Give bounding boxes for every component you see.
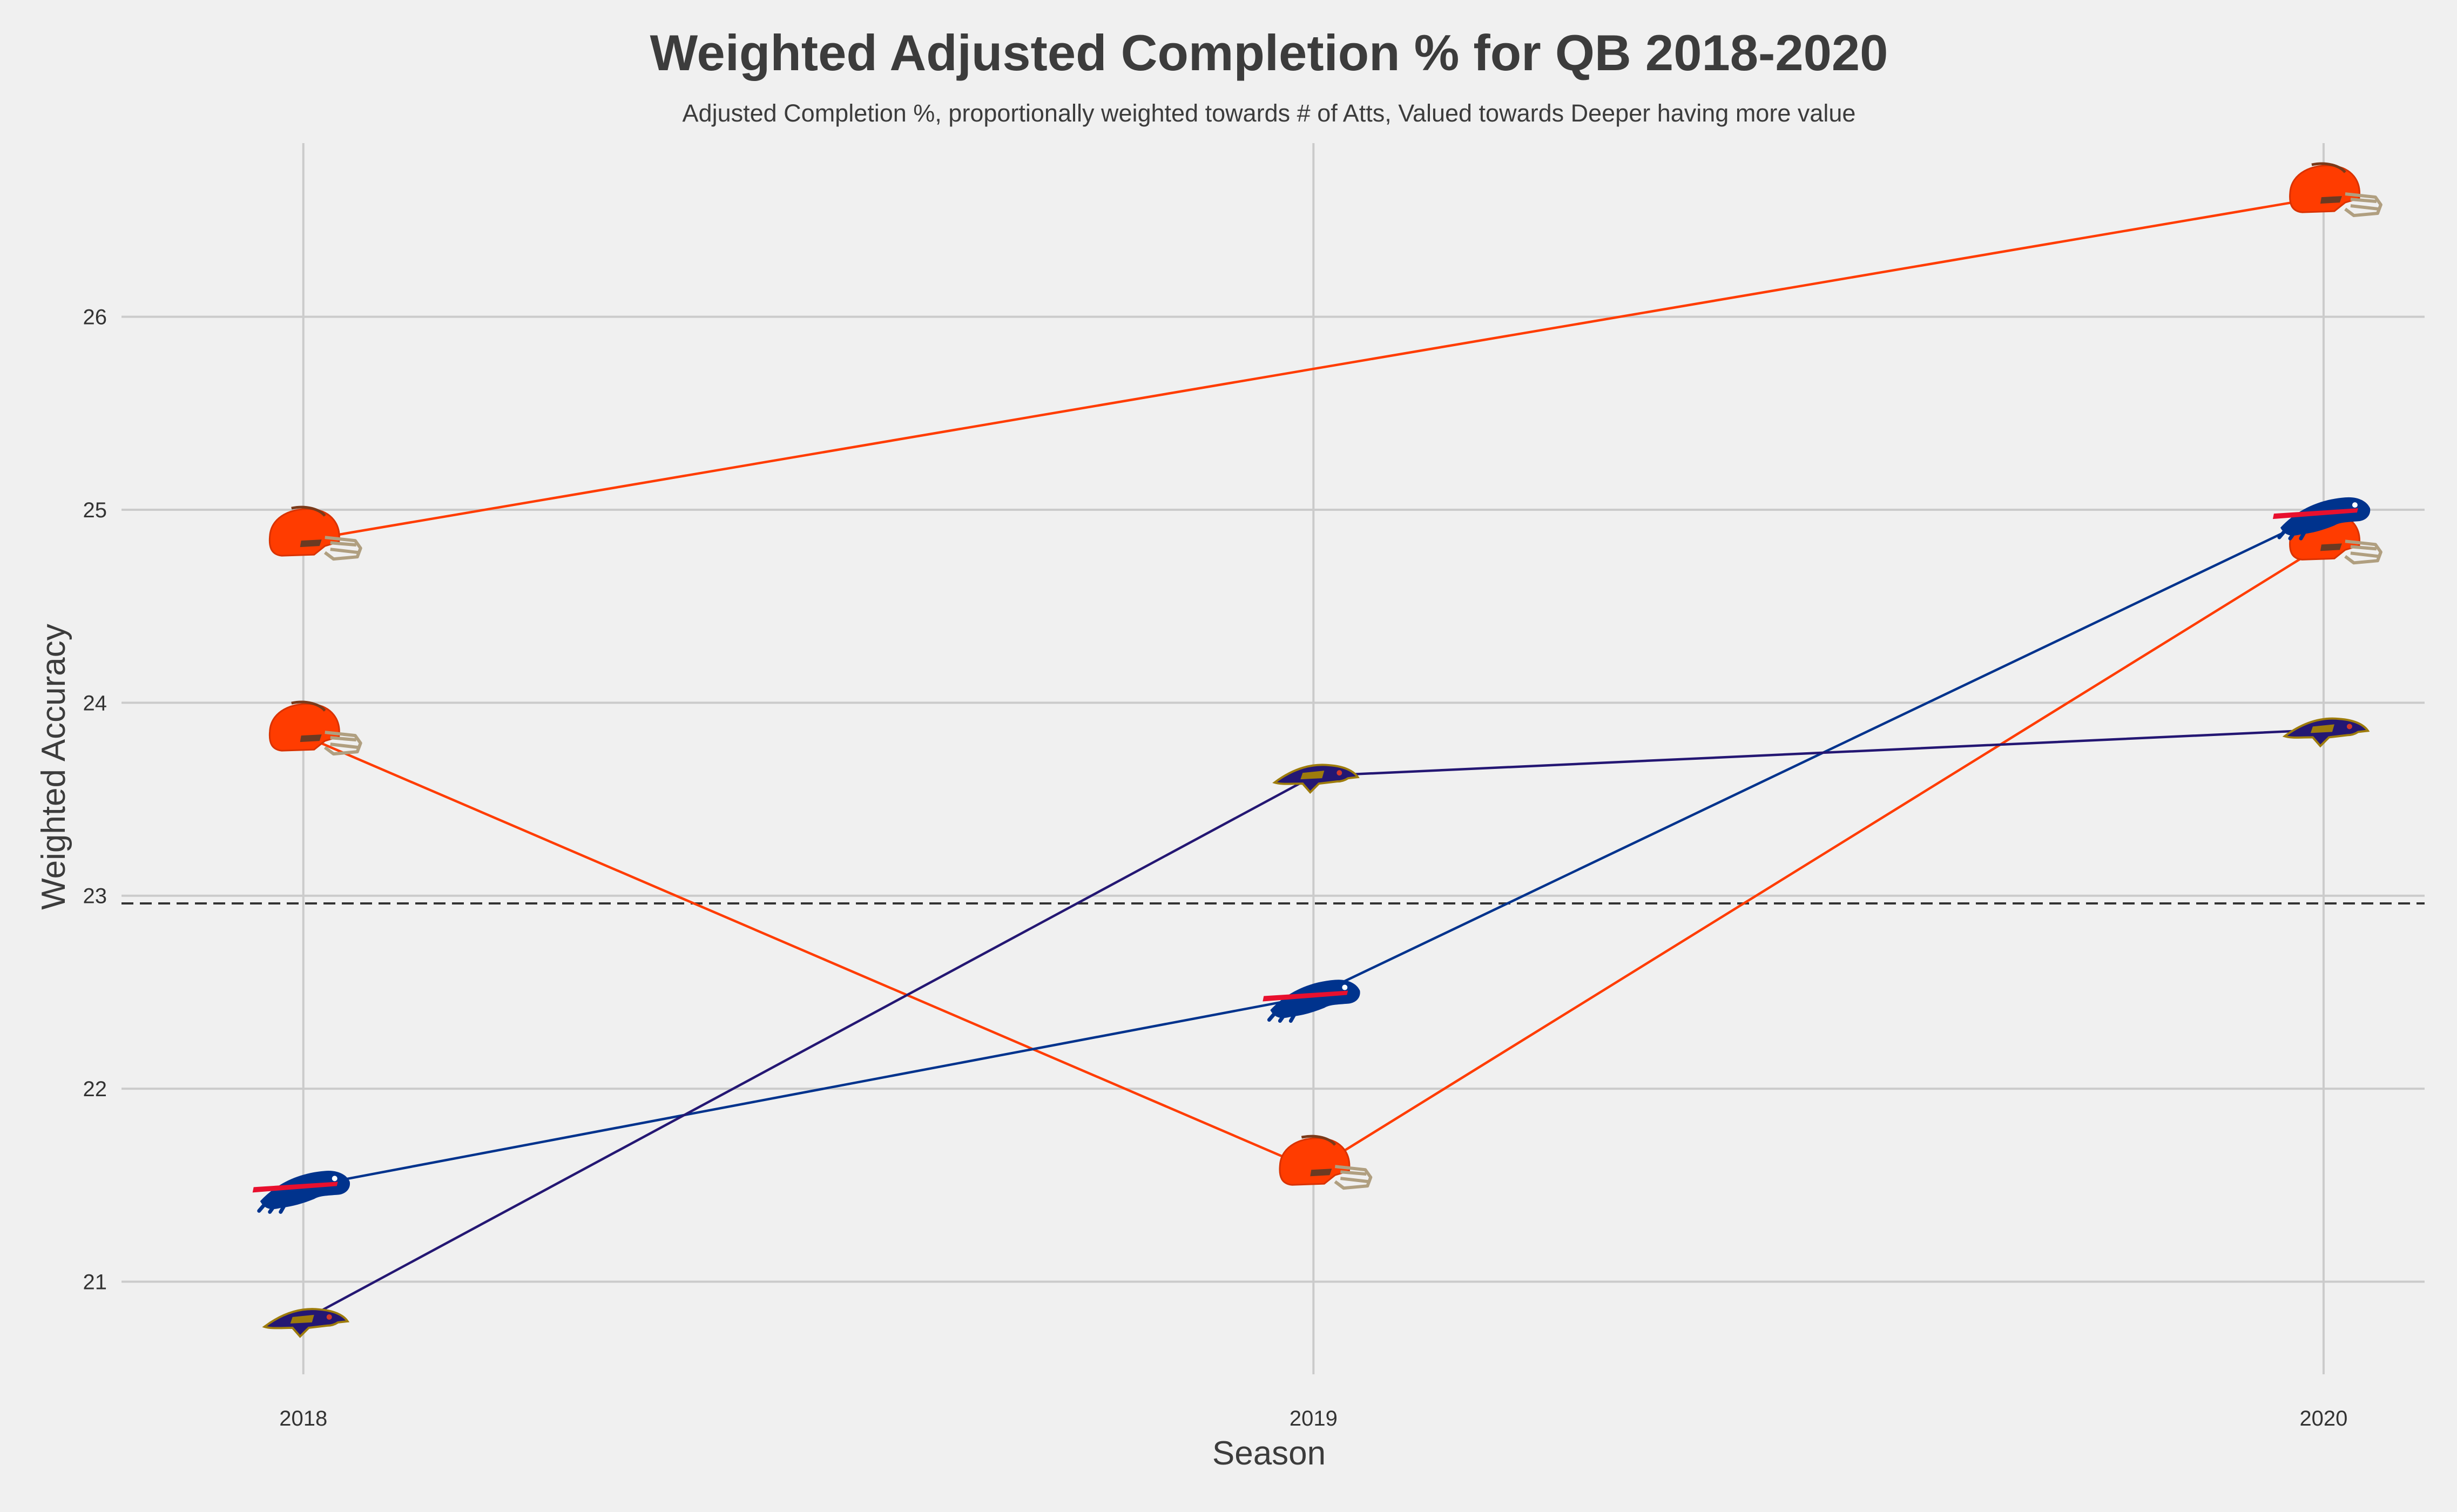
bills-body <box>1270 980 1360 1018</box>
helmet-earhole <box>1310 1169 1332 1177</box>
series-markers <box>252 162 2382 1338</box>
helmet-facemask <box>323 731 362 756</box>
helmet-facemask <box>323 536 362 561</box>
y-tick-label: 22 <box>83 1077 107 1101</box>
y-tick-label: 25 <box>83 498 107 522</box>
chart-subtitle: Adjusted Completion %, proportionally we… <box>683 99 1856 127</box>
helmet-earhole <box>2320 196 2342 204</box>
helmet-stripe <box>291 505 326 517</box>
chart-title: Weighted Adjusted Completion % for QB 20… <box>650 24 1888 81</box>
bills-logo-icon <box>2272 497 2371 541</box>
browns-helmet-icon <box>1279 1135 1373 1190</box>
bills-legs <box>1267 1010 1297 1023</box>
helmet-facemask <box>1334 1165 1373 1190</box>
y-axis-label: Weighted Accuracy <box>35 624 72 910</box>
bills-legs <box>257 1201 287 1214</box>
bills-logo-icon <box>1263 980 1360 1023</box>
y-tick-label: 23 <box>83 885 107 908</box>
helmet-facemask <box>2344 192 2382 218</box>
helmet-shell <box>268 703 340 752</box>
x-tick-label: 2018 <box>279 1407 327 1430</box>
bills-streak <box>2272 508 2358 519</box>
x-tick-label: 2019 <box>1290 1407 1338 1430</box>
browns-helmet-icon <box>2289 162 2382 218</box>
y-tick-label: 26 <box>83 306 107 329</box>
bills-logo-icon <box>252 1171 350 1214</box>
helmet-stripe <box>1301 1135 1336 1146</box>
bills-body <box>2280 497 2371 536</box>
helmet-shell <box>1279 1137 1351 1186</box>
ravens-eye <box>326 1314 332 1320</box>
x-axis-label: Season <box>1212 1435 1326 1472</box>
bills-body <box>260 1171 350 1210</box>
ravens-logo-icon <box>1272 764 1360 794</box>
series-line-browns <box>303 195 2324 542</box>
ravens-b <box>2310 724 2334 733</box>
browns-helmet-icon <box>268 505 362 561</box>
browns-helmet-icon <box>268 700 362 756</box>
helmet-shell <box>2289 164 2360 213</box>
helmet-facemask <box>2344 539 2382 565</box>
ravens-eye <box>1336 770 1342 776</box>
tick-labels: 21 22 23 24 25 26 2018 2019 2020 <box>83 306 2348 1430</box>
ravens-b <box>1300 771 1325 780</box>
ravens-eye <box>2346 724 2352 730</box>
helmet-earhole <box>300 539 322 548</box>
ravens-logo-icon <box>2282 717 2370 748</box>
ravens-logo-icon <box>262 1308 350 1338</box>
helmet-stripe <box>2311 162 2346 173</box>
helmet-earhole <box>300 734 322 742</box>
bills-legs <box>2277 528 2307 541</box>
bills-eye <box>332 1176 338 1182</box>
x-tick-label: 2020 <box>2299 1407 2347 1430</box>
y-tick-label: 24 <box>83 691 107 715</box>
bills-eye <box>2352 502 2358 508</box>
y-tick-label: 21 <box>83 1270 107 1294</box>
helmet-stripe <box>291 700 326 712</box>
helmet-earhole <box>2320 543 2342 551</box>
bills-streak <box>1263 990 1348 1002</box>
helmet-shell <box>268 508 340 557</box>
ravens-b <box>290 1314 314 1324</box>
bills-eye <box>1342 984 1348 990</box>
bills-streak <box>252 1182 338 1193</box>
grid <box>122 143 2425 1374</box>
